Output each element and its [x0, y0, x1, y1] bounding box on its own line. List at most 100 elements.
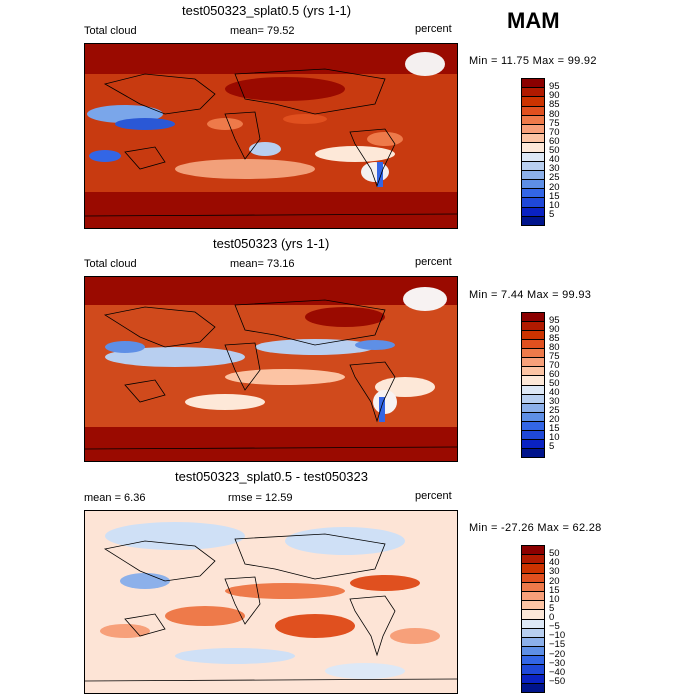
panel-3-colorbar-swatch	[522, 647, 544, 657]
panel-3-colorbar-tick-label: −30	[549, 657, 566, 669]
panel-1-colorbar-tick-label: 75	[549, 117, 560, 129]
panel-1-colorbar-swatch	[522, 79, 544, 89]
panel-3-colorbar-swatch	[522, 674, 544, 684]
panel-2-colorbar-swatch	[522, 421, 544, 431]
panel-3-colorbar-swatch	[522, 573, 544, 583]
panel-3-colorbar-swatch	[522, 656, 544, 666]
panel-3-colorbar	[521, 545, 545, 693]
panel-2-colorbar-tick-label: 70	[549, 360, 560, 371]
panel-2-colorbar-tick-label: 85	[549, 333, 560, 344]
panel-2-colorbar-tick-label: 15	[549, 423, 560, 434]
panel-1-map-field	[85, 44, 457, 228]
panel-2-colorbar-swatch	[522, 322, 544, 332]
panel-3-rmse: rmse = 12.59	[228, 492, 293, 504]
panel-3-colorbar-tick-label: 0	[549, 612, 555, 623]
panel-3-minmax: Min = -27.26 Max = 62.28	[469, 522, 602, 534]
panel-1-map	[84, 43, 458, 229]
panel-2-colorbar-tick-label: 30	[549, 396, 560, 407]
panel-3-mean: mean = 6.36	[84, 492, 146, 504]
panel-3-colorbar-tick-label: −10	[549, 630, 566, 642]
panel-3-map-field	[85, 511, 457, 693]
panel-3-colorbar-tick-label: 30	[549, 566, 560, 578]
panel-2-field-label: Total cloud	[84, 258, 137, 270]
panel-2-colorbar-tick-label: 40	[549, 387, 560, 398]
panel-2-colorbar-swatch	[522, 349, 544, 359]
panel-3-colorbar-tick-label: −15	[549, 639, 566, 651]
panel-2-colorbar-swatch	[522, 403, 544, 413]
panel-2-units: percent	[415, 256, 452, 268]
panel-2-colorbar-tick-label: 75	[549, 351, 560, 362]
panel-1-colorbar-tick-label: 80	[549, 108, 560, 120]
panel-2-colorbar-swatch	[522, 358, 544, 368]
panel-2-map	[84, 276, 458, 462]
panel-1-colorbar-swatch	[522, 115, 544, 125]
panel-3-colorbar-swatch	[522, 610, 544, 620]
panel-3-colorbar-swatch	[522, 546, 544, 556]
panel-2-mean: mean= 73.16	[230, 258, 295, 270]
panel-1-colorbar-swatch	[522, 88, 544, 98]
panel-1-colorbar-swatch	[522, 189, 544, 199]
panel-3-colorbar-swatch	[522, 637, 544, 648]
panel-1-colorbar-swatch	[522, 152, 544, 162]
panel-1-colorbar-tick-label: 95	[549, 81, 560, 93]
panel-2-colorbar-swatch	[522, 340, 544, 350]
panel-1-colorbar-tick-label: 60	[549, 135, 560, 147]
panel-1-colorbar-swatch	[522, 97, 544, 107]
panel-2-colorbar-tick-label: 25	[549, 405, 560, 416]
panel-2-colorbar-tick-label: 50	[549, 378, 560, 389]
panel-1-colorbar-tick-label: 85	[549, 99, 560, 111]
panel-3-colorbar-tick-label: 40	[549, 557, 560, 569]
panel-1-colorbar-swatch	[522, 216, 544, 225]
panel-1-colorbar-swatch	[522, 161, 544, 171]
panel-2-colorbar-tick-label: 20	[549, 414, 560, 425]
panel-3-map	[84, 510, 458, 694]
season-label: MAM	[507, 8, 560, 33]
panel-3-colorbar-swatch	[522, 555, 544, 565]
panel-1-colorbar-tick-label: 40	[549, 154, 560, 166]
panel-1-colorbar-swatch	[522, 198, 544, 208]
panel-2-title: test050323 (yrs 1-1)	[213, 236, 330, 251]
panel-3-colorbar-swatch	[522, 683, 544, 692]
panel-3-colorbar-swatch	[522, 591, 544, 602]
panel-3-colorbar-swatch	[522, 601, 544, 611]
panel-1-title: test050323_splat0.5 (yrs 1-1)	[182, 3, 352, 18]
panel-1-colorbar-tick-label: 70	[549, 126, 560, 138]
panel-1-colorbar-tick-label: 10	[549, 199, 560, 211]
panel-3-colorbar-tick-label: 15	[549, 584, 560, 596]
panel-2-colorbar-swatch	[522, 412, 544, 422]
panel-1-colorbar	[521, 78, 545, 226]
panel-3-colorbar-tick-label: 50	[549, 548, 560, 560]
panel-3-colorbar-tick-label: −50	[549, 675, 566, 687]
panel-3-title: test050323_splat0.5 - test050323	[175, 469, 368, 484]
panel-2-colorbar-swatch	[522, 448, 544, 457]
panel-1-colorbar-tick-label: 50	[549, 145, 560, 156]
panel-1-mean: mean= 79.52	[230, 25, 295, 37]
panel-2-minmax: Min = 7.44 Max = 99.93	[469, 289, 592, 301]
panel-2-colorbar-swatch	[522, 313, 544, 323]
panel-2-colorbar-tick-label: 60	[549, 369, 560, 380]
panel-1-colorbar-tick-label: 5	[549, 208, 555, 220]
panel-1-colorbar-tick-label: 15	[549, 190, 560, 202]
panel-2-colorbar	[521, 312, 545, 458]
panel-1-colorbar-swatch	[522, 207, 544, 217]
panel-2-colorbar-tick-label: 10	[549, 432, 560, 443]
panel-3-colorbar-swatch	[522, 619, 544, 629]
panel-2-map-field	[85, 277, 457, 461]
panel-1-colorbar-swatch	[522, 170, 544, 181]
panel-3-units: percent	[415, 490, 452, 502]
panel-1-minmax: Min = 11.75 Max = 99.92	[469, 55, 597, 67]
panel-1-colorbar-tick-label: 25	[549, 172, 560, 184]
panel-3-colorbar-tick-label: −20	[549, 648, 566, 660]
panel-1-colorbar-tick-label: 20	[549, 181, 560, 193]
panel-3-colorbar-tick-label: 10	[549, 593, 560, 605]
panel-1-field-label: Total cloud	[84, 25, 137, 37]
panel-2-colorbar-swatch	[522, 394, 544, 404]
panel-3-colorbar-tick-label: −5	[549, 621, 560, 633]
panel-1-colorbar-tick-label: 90	[549, 90, 560, 102]
panel-2-colorbar-swatch	[522, 430, 544, 440]
panel-2-colorbar-tick-label: 90	[549, 324, 560, 335]
panel-3-colorbar-swatch	[522, 564, 544, 574]
panel-1-colorbar-swatch	[522, 143, 544, 153]
panel-3-colorbar-tick-label: −40	[549, 666, 566, 678]
panel-2-colorbar-tick-label: 95	[549, 315, 560, 326]
